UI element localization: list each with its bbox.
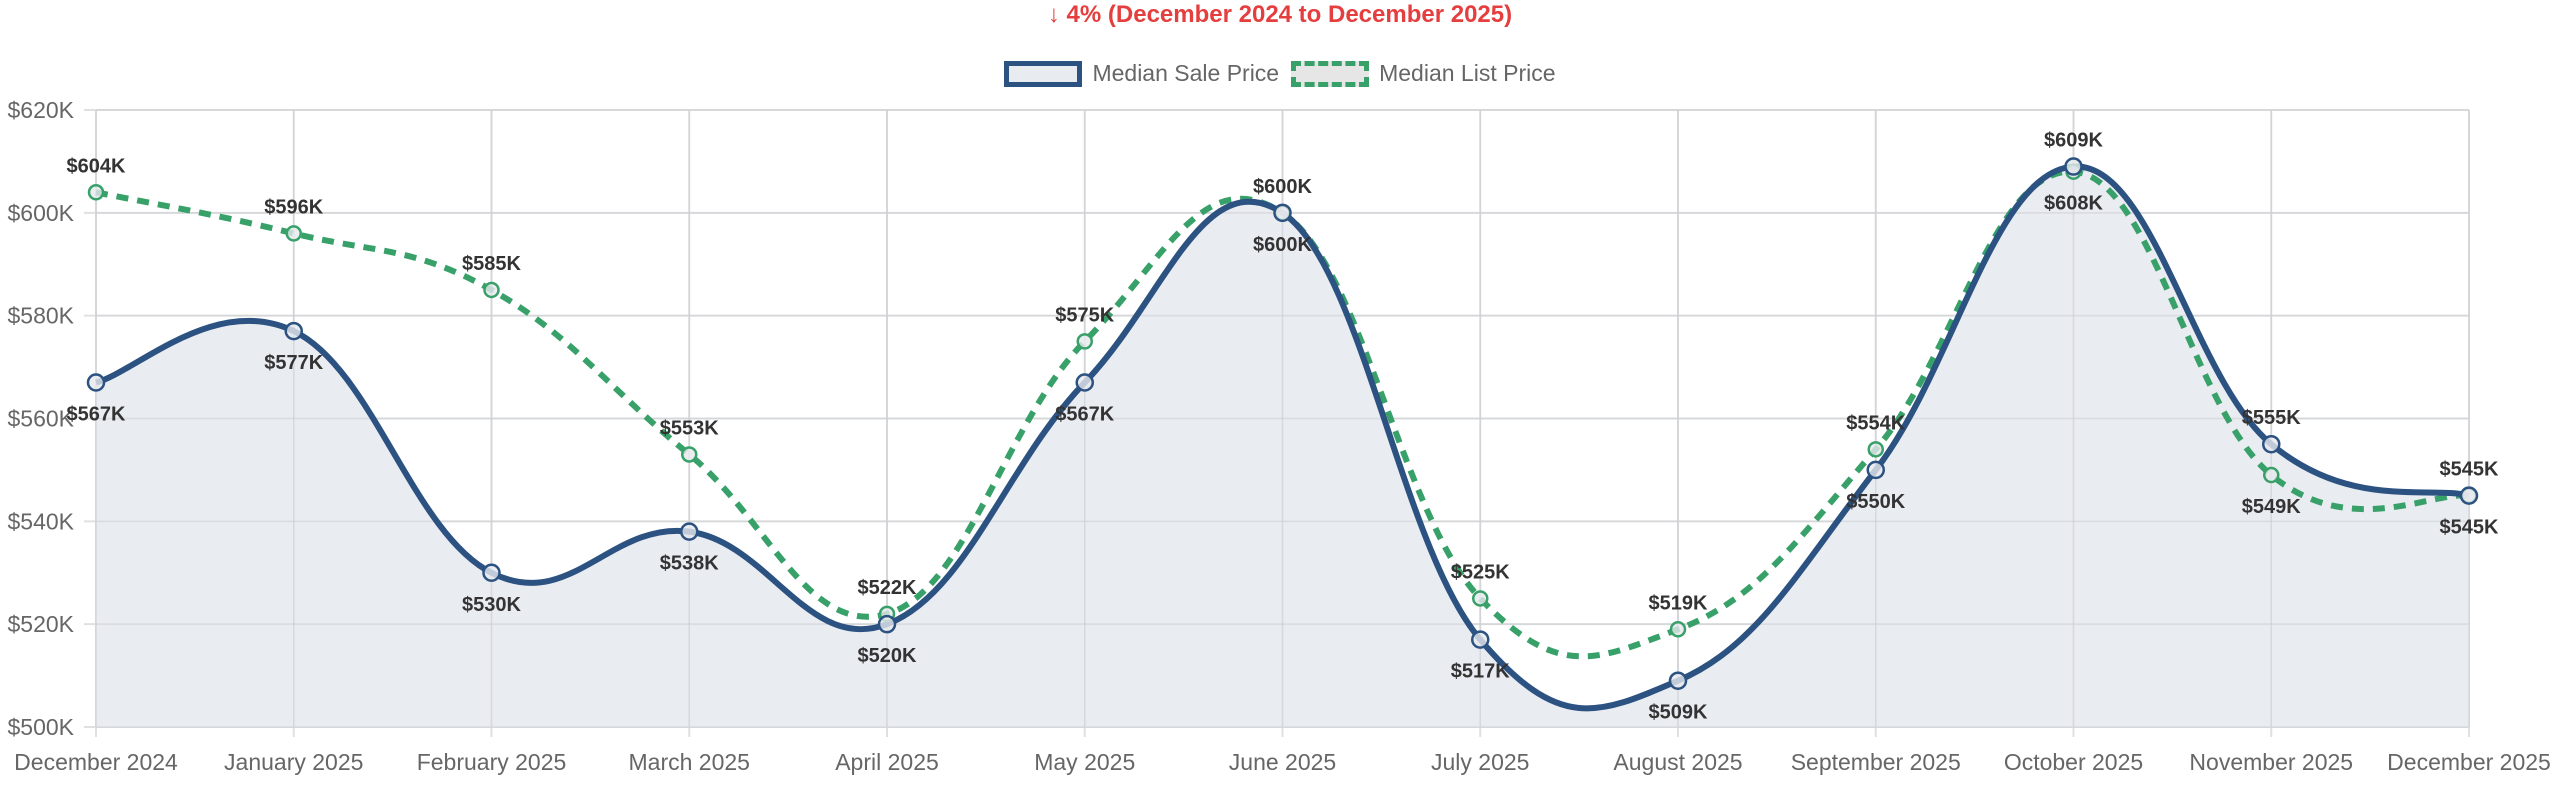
list-point — [87, 184, 105, 201]
sale-data-label: $545K — [2440, 517, 2499, 539]
x-tick-label: February 2025 — [417, 749, 567, 775]
list-point — [1076, 333, 1093, 350]
list-data-label: $596K — [264, 196, 323, 218]
y-tick-label: $600K — [7, 200, 74, 226]
y-tick-label: $580K — [7, 303, 74, 329]
sale-data-label: $567K — [67, 404, 126, 426]
x-tick-label: December 2025 — [2387, 749, 2551, 775]
sale-point — [1471, 630, 1490, 649]
sale-data-label: $520K — [858, 645, 917, 667]
y-tick-label: $560K — [7, 406, 74, 432]
list-data-label: $545K — [2440, 459, 2499, 481]
x-tick-label: December 2024 — [14, 749, 178, 775]
y-tick-label: $520K — [7, 611, 74, 637]
y-tick-label: $620K — [7, 97, 74, 123]
sale-point — [2459, 486, 2479, 505]
list-data-label: $519K — [1649, 592, 1708, 614]
list-data-label: $600K — [1253, 176, 1312, 198]
x-tick-label: July 2025 — [1431, 749, 1529, 775]
list-point — [483, 281, 500, 299]
list-data-label: $553K — [660, 417, 719, 439]
sale-data-label: $609K — [2044, 130, 2103, 152]
sale-point — [2262, 434, 2281, 454]
x-tick-label: June 2025 — [1229, 749, 1336, 775]
sale-point — [1866, 460, 1885, 480]
chart-title: ↓ 4% (December 2024 to December 2025) — [1047, 1, 1513, 28]
sale-point — [284, 321, 303, 341]
sale-point — [1273, 203, 1292, 223]
sale-point — [2064, 157, 2083, 176]
sale-point — [680, 522, 699, 541]
list-data-label: $608K — [2044, 193, 2103, 215]
list-point — [1867, 441, 1884, 458]
legend-label-sale: Median Sale Price — [1092, 60, 1280, 86]
sale-point — [877, 614, 897, 634]
y-tick-label: $540K — [7, 508, 74, 534]
y-tick-label: $500K — [7, 714, 74, 740]
sale-point — [1668, 671, 1688, 690]
list-data-label: $549K — [2242, 496, 2301, 518]
sale-data-label: $567K — [1055, 404, 1114, 426]
legend-swatch-sale — [1004, 60, 1083, 87]
list-data-label: $522K — [858, 577, 917, 599]
x-tick-label: November 2025 — [2189, 749, 2353, 775]
list-point — [1669, 621, 1687, 638]
sale-data-label: $517K — [1451, 661, 1510, 683]
legend-label-list: Median List Price — [1379, 60, 1556, 86]
sale-data-label: $555K — [2242, 407, 2301, 429]
list-point — [681, 446, 698, 463]
sale-point — [482, 563, 501, 582]
list-data-label: $525K — [1451, 561, 1510, 583]
x-tick-label: September 2025 — [1791, 749, 1961, 775]
sale-point — [86, 373, 106, 392]
list-point — [2263, 466, 2280, 484]
list-data-label: $604K — [67, 155, 126, 177]
sale-data-label: $530K — [462, 594, 521, 616]
legend-swatch-list — [1291, 60, 1370, 87]
sale-data-label: $550K — [1846, 491, 1905, 513]
sale-data-label: $600K — [1253, 234, 1312, 256]
legend-item-sale[interactable]: Median Sale Price — [1004, 60, 1279, 87]
list-point — [285, 225, 302, 242]
legend: Median Sale Price Median List Price — [0, 60, 2560, 87]
x-tick-label: January 2025 — [224, 749, 363, 775]
list-data-label: $585K — [462, 253, 521, 275]
list-data-label: $575K — [1055, 304, 1114, 326]
list-data-label: $554K — [1846, 412, 1905, 434]
x-tick-label: March 2025 — [629, 749, 750, 775]
x-tick-label: April 2025 — [835, 749, 939, 775]
x-tick-label: August 2025 — [1613, 749, 1742, 775]
sale-point — [1075, 373, 1094, 392]
x-tick-label: October 2025 — [2004, 749, 2143, 775]
list-point — [1472, 590, 1489, 607]
sale-data-label: $509K — [1649, 702, 1708, 724]
x-tick-label: May 2025 — [1034, 749, 1135, 775]
sale-data-label: $577K — [264, 352, 323, 374]
legend-item-list[interactable]: Median List Price — [1291, 60, 1556, 87]
sale-data-label: $538K — [660, 553, 719, 575]
